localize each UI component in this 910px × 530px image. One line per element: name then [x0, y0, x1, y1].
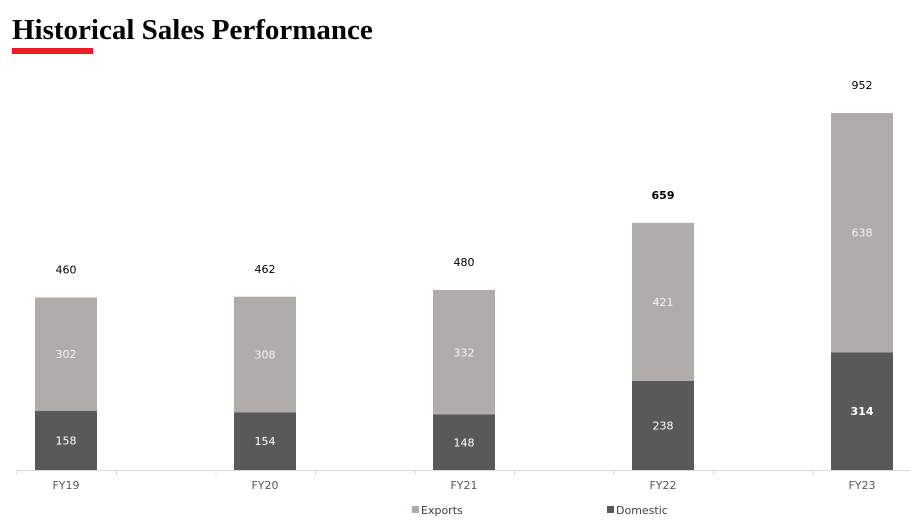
x-tick-label: FY23: [848, 479, 875, 492]
legend-label-domestic: Domestic: [616, 504, 668, 517]
legend-swatch-exports: [412, 506, 419, 513]
x-tick-label: FY19: [52, 479, 79, 492]
total-label: 659: [652, 189, 675, 202]
total-label: 952: [852, 79, 873, 92]
data-label-exports: 638: [852, 227, 873, 240]
data-label-exports: 308: [255, 349, 276, 362]
bar-exports: [632, 222, 694, 381]
bar-domestic: [632, 380, 694, 470]
legend-label-exports: Exports: [421, 504, 463, 517]
title-underline: [12, 48, 93, 54]
x-tick-label: FY22: [649, 479, 676, 492]
data-label-domestic: 314: [851, 405, 874, 418]
data-label-exports: 302: [56, 348, 77, 361]
bar-domestic: [433, 414, 495, 470]
total-label: 480: [454, 256, 475, 269]
bar-domestic: [831, 352, 893, 470]
bar-domestic: [234, 412, 296, 470]
bar-exports: [35, 297, 97, 411]
bar-domestic: [35, 410, 97, 470]
total-label: 460: [56, 264, 77, 277]
data-label-domestic: 238: [653, 419, 674, 432]
data-label-domestic: 154: [255, 435, 276, 448]
bar-exports: [234, 296, 296, 413]
data-label-domestic: 158: [56, 434, 77, 447]
x-tick-label: FY20: [251, 479, 278, 492]
data-label-exports: 421: [653, 296, 674, 309]
x-tick-label: FY21: [450, 479, 477, 492]
legend-swatch-domestic: [607, 506, 614, 513]
bar-exports: [433, 290, 495, 415]
data-label-exports: 332: [454, 346, 475, 359]
page-title: Historical Sales Performance: [12, 14, 373, 46]
data-label-domestic: 148: [454, 436, 475, 449]
total-label: 462: [255, 263, 276, 276]
bar-exports: [831, 113, 893, 353]
